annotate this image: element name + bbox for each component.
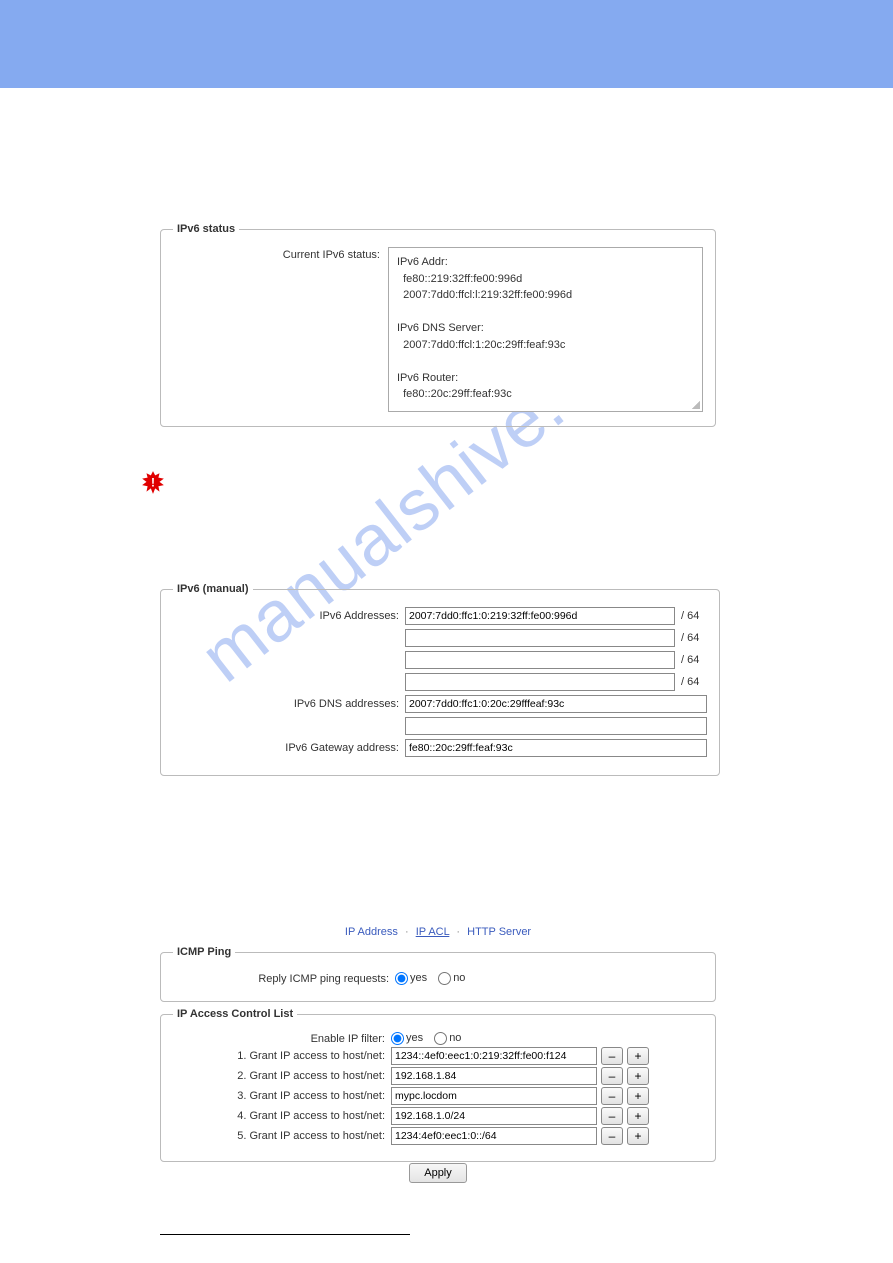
ipv6-addr-suffix-1: / 64: [681, 610, 699, 622]
ipv6-addr-suffix-2: / 64: [681, 632, 699, 644]
acl-remove-button-2[interactable]: –: [601, 1067, 623, 1085]
nav-tabs: IP Address · IP ACL · HTTP Server: [160, 926, 716, 938]
acl-row-input-2[interactable]: [391, 1067, 597, 1085]
ipv6-dns-input-2[interactable]: [405, 717, 707, 735]
icmp-no-label[interactable]: no: [438, 972, 465, 984]
icmp-yes-label[interactable]: yes: [395, 972, 427, 984]
nav-ip-acl[interactable]: IP ACL: [416, 926, 450, 938]
ipv6-status-fieldset: IPv6 status Current IPv6 status: IPv6 Ad…: [160, 223, 716, 427]
svg-text:!: !: [151, 475, 155, 489]
acl-remove-button-3[interactable]: –: [601, 1087, 623, 1105]
acl-enable-label: Enable IP filter:: [173, 1033, 391, 1045]
ipv6-gw-input[interactable]: [405, 739, 707, 757]
acl-yes-text: yes: [406, 1032, 423, 1044]
ipv6-addr-input-4[interactable]: [405, 673, 675, 691]
icmp-yes-radio[interactable]: [395, 972, 408, 985]
nav-ip-address[interactable]: IP Address: [345, 926, 398, 938]
icmp-no-radio[interactable]: [438, 972, 451, 985]
nav-sep-2: ·: [456, 926, 460, 938]
ipv6-addr-suffix-3: / 64: [681, 654, 699, 666]
acl-add-button-3[interactable]: +: [627, 1087, 649, 1105]
acl-yes-radio[interactable]: [391, 1032, 404, 1045]
icmp-no-text: no: [453, 972, 465, 984]
ipv6-addr-input-2[interactable]: [405, 629, 675, 647]
icmp-yes-text: yes: [410, 972, 427, 984]
acl-add-button-2[interactable]: +: [627, 1067, 649, 1085]
acl-no-text: no: [449, 1032, 461, 1044]
icmp-ping-label: Reply ICMP ping requests:: [173, 973, 395, 985]
acl-row-label: 3. Grant IP access to host/net:: [173, 1090, 391, 1102]
ipv6-gw-label: IPv6 Gateway address:: [173, 742, 405, 754]
acl-remove-button-4[interactable]: –: [601, 1107, 623, 1125]
acl-add-button-1[interactable]: +: [627, 1047, 649, 1065]
acl-row-label: 2. Grant IP access to host/net:: [173, 1070, 391, 1082]
acl-row-input-1[interactable]: [391, 1047, 597, 1065]
acl-row-input-5[interactable]: [391, 1127, 597, 1145]
ipv6-status-label: Current IPv6 status:: [173, 247, 388, 412]
footer-rule: [160, 1234, 410, 1235]
ip-acl-fieldset: IP Access Control List Enable IP filter:…: [160, 1008, 716, 1162]
ipv6-status-legend: IPv6 status: [173, 223, 239, 235]
ip-acl-legend: IP Access Control List: [173, 1008, 297, 1020]
icmp-ping-legend: ICMP Ping: [173, 946, 235, 958]
ipv6-dns-label: IPv6 DNS addresses:: [173, 698, 405, 710]
warning-icon: !: [140, 470, 166, 499]
ipv6-addr-input-3[interactable]: [405, 651, 675, 669]
ipv6-addr-suffix-4: / 64: [681, 676, 699, 688]
ipv6-addr-label: IPv6 Addresses:: [173, 610, 405, 622]
acl-add-button-5[interactable]: +: [627, 1127, 649, 1145]
acl-row-input-3[interactable]: [391, 1087, 597, 1105]
acl-row-label: 4. Grant IP access to host/net:: [173, 1110, 391, 1122]
acl-row-label: 1. Grant IP access to host/net:: [173, 1050, 391, 1062]
ipv6-addr-input-1[interactable]: [405, 607, 675, 625]
nav-http-server[interactable]: HTTP Server: [467, 926, 531, 938]
acl-yes-label[interactable]: yes: [391, 1032, 423, 1044]
acl-no-radio[interactable]: [434, 1032, 447, 1045]
nav-sep-1: ·: [405, 926, 409, 938]
acl-row-label: 5. Grant IP access to host/net:: [173, 1130, 391, 1142]
ipv6-manual-fieldset: IPv6 (manual) IPv6 Addresses: / 64 / 64 …: [160, 583, 720, 776]
apply-button[interactable]: Apply: [409, 1163, 467, 1183]
acl-add-button-4[interactable]: +: [627, 1107, 649, 1125]
ipv6-dns-input-1[interactable]: [405, 695, 707, 713]
ipv6-manual-legend: IPv6 (manual): [173, 583, 253, 595]
ipv6-status-text: IPv6 Addr: fe80::219:32ff:fe00:996d 2007…: [388, 247, 703, 412]
top-banner: [0, 0, 893, 88]
icmp-ping-fieldset: ICMP Ping Reply ICMP ping requests: yes …: [160, 946, 716, 1002]
acl-row-input-4[interactable]: [391, 1107, 597, 1125]
acl-remove-button-1[interactable]: –: [601, 1047, 623, 1065]
acl-remove-button-5[interactable]: –: [601, 1127, 623, 1145]
acl-no-label[interactable]: no: [434, 1032, 461, 1044]
